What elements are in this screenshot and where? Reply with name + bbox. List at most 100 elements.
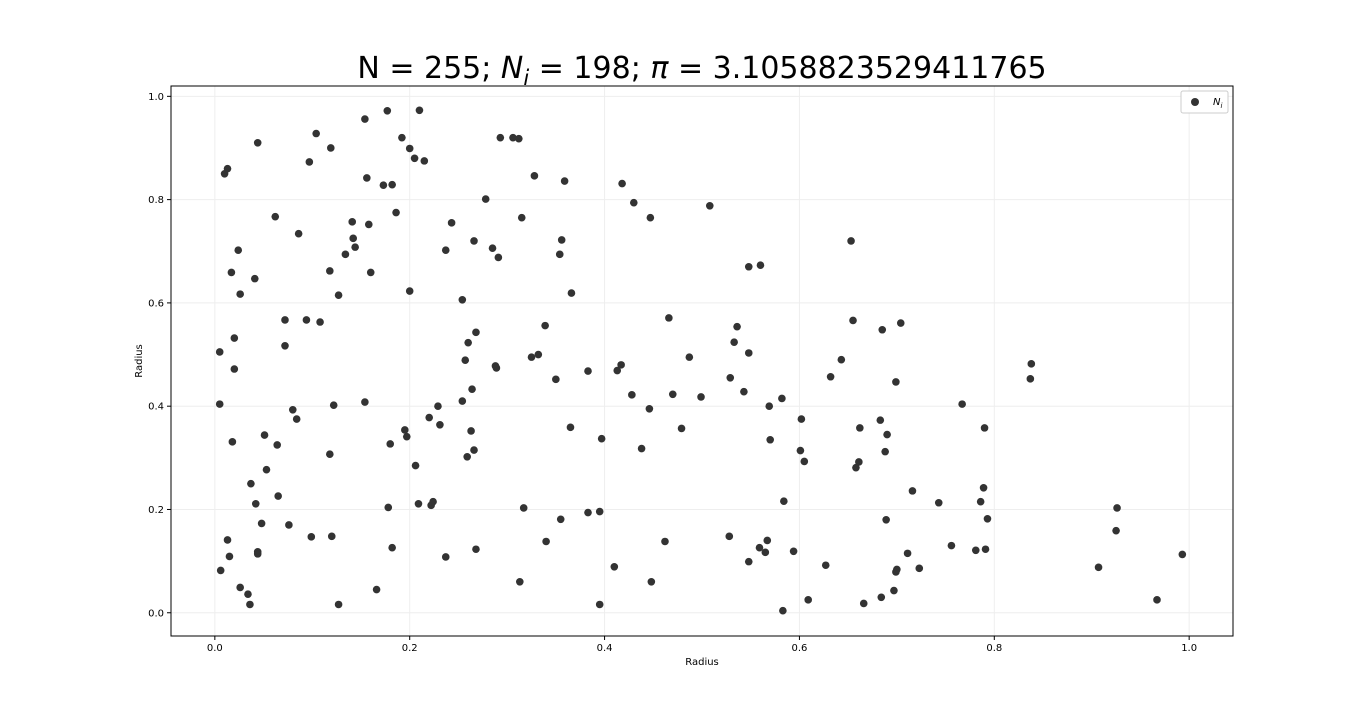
data-point xyxy=(755,543,764,552)
y-tick-label: 0.4 xyxy=(148,402,164,413)
y-axis-label: Radius xyxy=(134,344,145,378)
data-point xyxy=(1094,563,1103,572)
data-point xyxy=(519,504,528,512)
data-point xyxy=(230,334,239,342)
data-point xyxy=(947,541,956,550)
data-point xyxy=(859,599,868,608)
points-layer xyxy=(215,106,1187,615)
data-point xyxy=(348,218,357,226)
data-point xyxy=(257,519,266,528)
data-point xyxy=(517,213,526,222)
data-point xyxy=(481,195,490,203)
x-axis-label: Radius xyxy=(685,657,719,668)
data-point xyxy=(733,322,741,331)
legend-label-subscript: i xyxy=(1220,102,1222,110)
y-tick-label: 0.6 xyxy=(148,298,164,309)
data-point xyxy=(744,349,753,357)
data-point xyxy=(629,198,638,207)
data-point xyxy=(804,596,812,604)
data-point xyxy=(326,144,335,152)
title-ni-subscript: i xyxy=(523,66,529,90)
data-point xyxy=(392,208,400,217)
data-point xyxy=(744,557,753,566)
data-point xyxy=(251,499,260,508)
data-point xyxy=(420,157,429,165)
data-point xyxy=(215,400,224,408)
data-point xyxy=(557,236,566,244)
title-ni-symbol: N xyxy=(501,51,523,86)
data-point xyxy=(881,447,889,456)
data-point xyxy=(1178,550,1187,559)
data-point xyxy=(494,253,503,262)
y-tick-label: 0.2 xyxy=(148,505,164,516)
data-point xyxy=(250,274,259,283)
data-point xyxy=(488,244,497,252)
data-point xyxy=(260,431,269,439)
data-point xyxy=(223,536,232,544)
data-point xyxy=(402,432,411,441)
data-point xyxy=(326,267,334,275)
data-point xyxy=(837,355,846,364)
legend-label-symbol: N xyxy=(1213,97,1221,108)
data-point xyxy=(410,154,419,163)
data-point xyxy=(305,158,314,166)
data-point xyxy=(778,394,786,403)
data-point xyxy=(567,289,576,297)
data-point xyxy=(697,393,705,401)
data-point xyxy=(668,390,677,399)
y-tick-label: 1.0 xyxy=(148,92,164,103)
data-point xyxy=(883,430,891,439)
data-point xyxy=(1112,526,1120,535)
data-point xyxy=(726,373,735,382)
data-point xyxy=(645,404,654,413)
data-point xyxy=(852,463,860,472)
chart-title: N = 255; Ni = 198; π = 3.105882352941176… xyxy=(357,51,1046,90)
data-point xyxy=(552,375,560,384)
data-point xyxy=(425,413,433,422)
data-point xyxy=(878,325,887,334)
data-point xyxy=(379,181,388,189)
data-point xyxy=(685,353,694,361)
data-point xyxy=(876,416,885,424)
data-point xyxy=(405,144,414,153)
data-point xyxy=(789,547,798,556)
data-point xyxy=(386,440,395,448)
data-point xyxy=(740,387,748,396)
data-point xyxy=(646,213,655,222)
data-point xyxy=(401,426,409,434)
data-point xyxy=(271,212,280,221)
data-point xyxy=(509,133,517,142)
data-point xyxy=(273,441,282,449)
data-point xyxy=(247,479,255,488)
data-point xyxy=(903,549,912,558)
title-pi-symbol: π xyxy=(650,51,669,86)
data-point xyxy=(730,338,738,346)
data-point xyxy=(463,452,471,461)
data-point xyxy=(556,515,565,524)
data-point xyxy=(617,361,625,369)
data-point xyxy=(628,391,636,399)
data-point xyxy=(388,180,396,189)
data-point xyxy=(228,438,237,446)
data-point xyxy=(1026,375,1035,383)
data-point xyxy=(326,450,334,459)
data-point xyxy=(555,250,564,259)
data-point xyxy=(1113,504,1121,512)
data-point xyxy=(797,415,806,423)
data-point xyxy=(468,385,476,393)
data-point xyxy=(515,134,523,143)
data-point xyxy=(441,553,450,561)
data-point xyxy=(384,503,393,512)
data-point xyxy=(461,356,470,365)
data-point xyxy=(597,434,606,443)
data-point xyxy=(302,316,311,324)
data-point xyxy=(661,537,669,546)
data-point xyxy=(244,590,252,598)
data-point xyxy=(595,600,604,609)
data-point xyxy=(800,457,809,466)
data-point xyxy=(516,577,524,586)
data-point xyxy=(761,548,770,557)
data-point xyxy=(796,446,805,455)
data-point xyxy=(327,532,336,541)
